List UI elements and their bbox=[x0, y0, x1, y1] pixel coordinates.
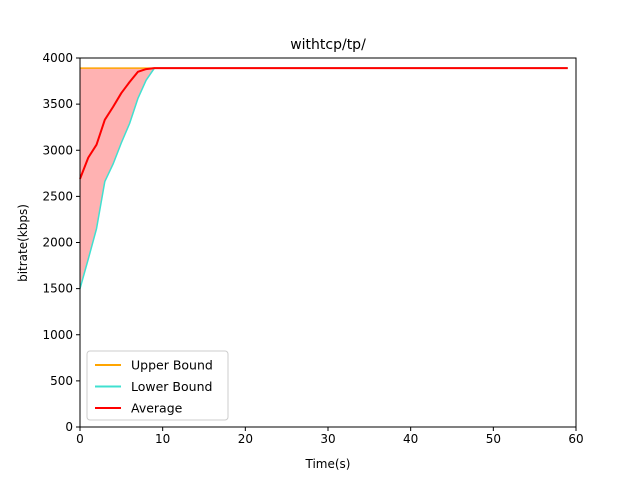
y-tick-label: 3000 bbox=[42, 143, 73, 157]
x-axis: 0 10 20 30 40 50 60 bbox=[76, 427, 584, 446]
y-tick-label: 2000 bbox=[42, 236, 73, 250]
y-axis: 0 500 1000 1500 2000 2500 3000 3500 4000 bbox=[42, 51, 80, 434]
y-tick-label: 1000 bbox=[42, 328, 73, 342]
x-tick-label: 40 bbox=[403, 432, 418, 446]
legend-label-upper-bound: Upper Bound bbox=[131, 358, 213, 373]
y-tick-label: 3500 bbox=[42, 97, 73, 111]
y-tick-label: 2500 bbox=[42, 189, 73, 203]
y-axis-label: bitrate(kbps) bbox=[16, 204, 30, 282]
x-axis-label: Time(s) bbox=[305, 457, 351, 471]
x-tick-label: 10 bbox=[155, 432, 170, 446]
band-fill bbox=[80, 68, 568, 289]
legend: Upper Bound Lower Bound Average bbox=[86, 350, 229, 421]
chart-title: withtcp/tp/ bbox=[290, 37, 366, 53]
legend-box bbox=[86, 350, 229, 421]
x-tick-label: 30 bbox=[320, 432, 335, 446]
y-tick-label: 0 bbox=[65, 420, 73, 434]
x-tick-label: 0 bbox=[76, 432, 84, 446]
legend-label-average: Average bbox=[131, 401, 183, 416]
series-line-average bbox=[79, 67, 568, 180]
y-tick-label: 500 bbox=[50, 374, 73, 388]
plot-area bbox=[79, 67, 568, 289]
y-tick-label: 1500 bbox=[42, 282, 73, 296]
x-tick-label: 60 bbox=[568, 432, 583, 446]
legend-label-lower-bound: Lower Bound bbox=[131, 379, 212, 394]
x-tick-label: 20 bbox=[238, 432, 253, 446]
y-tick-label: 4000 bbox=[42, 51, 73, 65]
x-tick-label: 50 bbox=[486, 432, 501, 446]
